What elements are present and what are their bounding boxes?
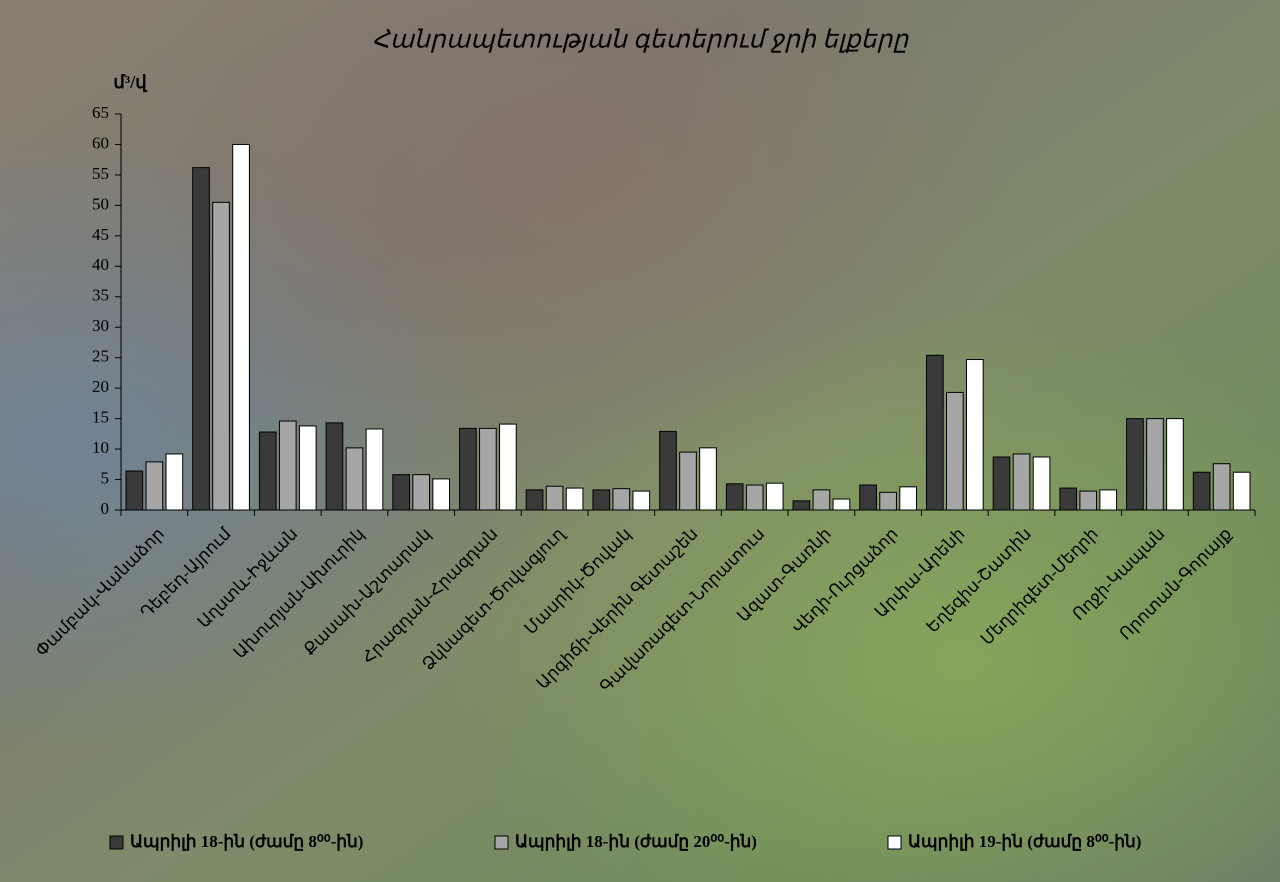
bar [992,456,1011,511]
y-tick-label: 25 [92,347,109,366]
y-tick-label: 35 [92,286,109,305]
bar [859,484,877,511]
bar [258,431,277,511]
bar [725,483,744,511]
bar [298,425,317,511]
bar [459,427,477,511]
bar [612,488,631,511]
bar [232,143,250,511]
bar [365,428,384,511]
bar [812,489,831,511]
bar [412,474,431,511]
y-tick-label: 5 [101,468,110,487]
bar [945,391,964,511]
bar [1192,471,1211,511]
y-tick-label: 50 [92,194,109,213]
bar [1099,489,1118,511]
bar [192,167,210,511]
bar [479,427,497,511]
bar [325,422,344,511]
bar [1079,490,1098,511]
bar [1166,418,1184,511]
bar [165,453,184,511]
legend-label: Ապրիլի 18-ին (ժամը 8⁰⁰-ին) [130,832,363,851]
bar [699,447,717,511]
bar [832,498,851,511]
y-tick-label: 55 [92,164,109,183]
bar [525,489,544,511]
bar [499,423,517,511]
legend-label: Ապրիլի 19-ին (ժամը 8⁰⁰-ին) [908,832,1141,851]
y-tick-label: 30 [92,316,109,335]
y-tick-label: 40 [92,255,109,274]
bar [1212,463,1231,511]
bar [1012,453,1031,511]
bar [899,486,917,511]
legend-swatch [887,835,902,850]
bar [879,491,897,511]
bar [545,485,564,511]
y-tick-label: 0 [101,499,110,518]
y-tick-label: 10 [92,438,109,457]
y-tick-label: 65 [92,103,109,122]
bar [125,470,144,511]
bar [925,354,944,511]
y-tick-label: 45 [92,225,109,244]
bar [1059,487,1078,511]
bar [632,490,651,511]
chart-title: Հանրապետության գետերում ջրի ելքերը [372,27,910,54]
bar [212,201,230,511]
bar [659,430,677,511]
legend-swatch [494,835,509,850]
bar [1032,456,1051,511]
y-tick-label: 15 [92,408,109,427]
bar [745,484,764,511]
bar [392,474,411,511]
y-axis-label: մ³/վ [113,72,147,93]
bar [345,447,364,511]
y-tick-label: 20 [92,377,109,396]
bar [1126,418,1144,511]
bar [792,500,811,511]
y-tick-label: 60 [92,133,109,152]
bar [592,489,611,511]
legend-label: Ապրիլի 18-ին (ժամը 20⁰⁰-ին) [515,832,757,851]
bar [765,482,784,511]
bar [965,359,984,511]
legend-swatch [109,835,124,850]
bar [145,461,164,511]
bar [278,420,297,511]
bar [679,451,697,511]
bar [1146,418,1164,511]
bar [1232,471,1251,511]
bar [432,478,451,511]
bar [565,487,584,511]
